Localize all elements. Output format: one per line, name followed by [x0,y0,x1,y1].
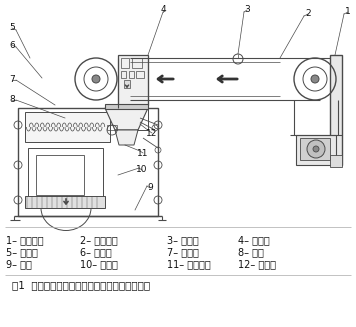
Polygon shape [115,130,138,145]
Text: 7– 三联件: 7– 三联件 [167,247,199,257]
Bar [25,112,110,142]
Text: 3: 3 [244,6,250,14]
Text: 5– 双螺旋: 5– 双螺旋 [6,247,38,257]
Text: 1: 1 [345,8,351,16]
Polygon shape [105,108,148,130]
Bar [124,80,130,88]
Circle shape [311,75,319,83]
Text: 8– 秤斗: 8– 秤斗 [238,247,264,257]
Bar [136,71,144,78]
Text: 11– 限位螺栓: 11– 限位螺栓 [167,259,211,269]
Text: 11: 11 [137,148,149,158]
Bar [129,71,134,78]
Circle shape [313,146,319,152]
Bar [18,108,158,216]
Text: 图1  数字式、智能型定量包装秤机械结构示意图: 图1 数字式、智能型定量包装秤机械结构示意图 [12,280,150,290]
Bar [105,104,148,109]
Text: 7: 7 [9,76,15,84]
Text: 9– 秤体: 9– 秤体 [6,259,32,269]
Bar [132,58,142,68]
Text: 12: 12 [146,129,158,137]
Text: 1– 传动部分: 1– 传动部分 [6,235,44,245]
Bar [118,55,148,105]
Circle shape [92,75,100,83]
Text: 6: 6 [9,41,15,49]
Text: 4: 4 [160,6,166,14]
Text: 10: 10 [136,165,148,175]
Text: 4– 给料口: 4– 给料口 [238,235,270,245]
Circle shape [307,140,325,158]
Text: 9: 9 [147,183,153,193]
Text: 5: 5 [9,24,15,32]
Bar [121,58,129,68]
Text: 2– 给料装置: 2– 给料装置 [80,235,118,245]
Bar [118,105,148,130]
Bar [28,148,103,208]
Bar [330,55,342,165]
Text: 8: 8 [9,95,15,105]
Text: 12– 传感器: 12– 传感器 [238,259,276,269]
Bar [107,125,117,130]
Text: 2: 2 [305,9,311,19]
Bar [300,138,330,160]
Bar [296,135,336,165]
Text: 3– 电磁阀: 3– 电磁阀 [167,235,199,245]
Text: 10– 钢丝绳: 10– 钢丝绳 [80,259,118,269]
Bar [25,196,105,208]
Bar [36,155,84,195]
Bar [121,71,126,78]
Bar [330,155,342,167]
Text: 6– 截料门: 6– 截料门 [80,247,112,257]
